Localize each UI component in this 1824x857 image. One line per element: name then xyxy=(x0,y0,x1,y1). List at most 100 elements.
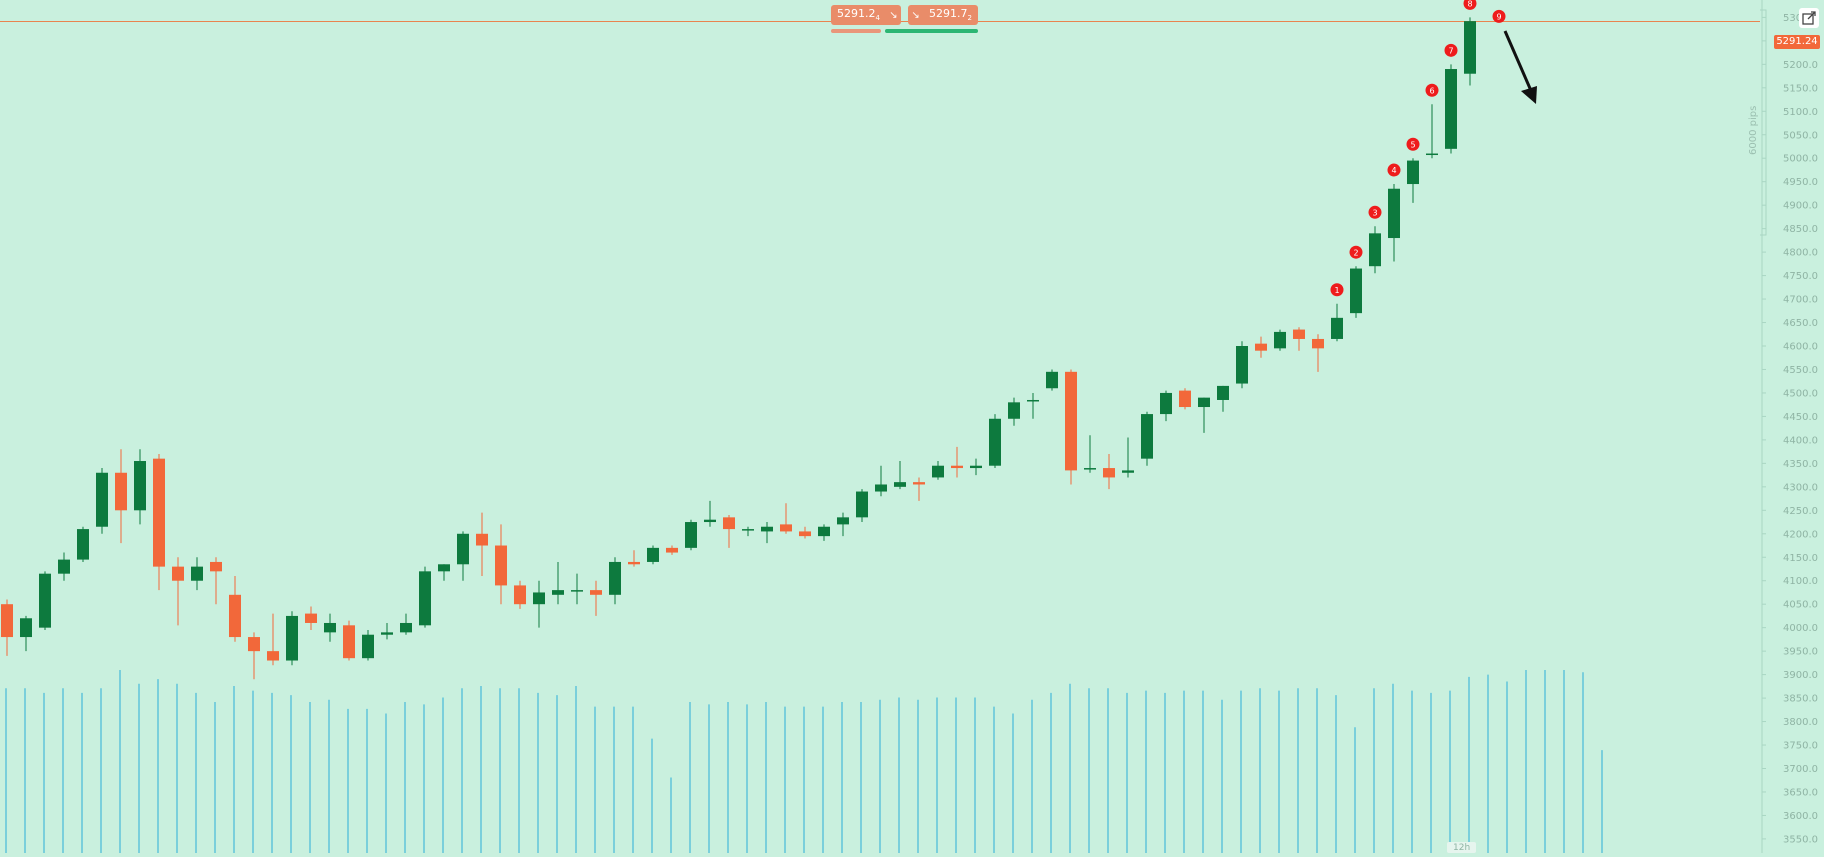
candle-body xyxy=(419,571,431,626)
candle-body xyxy=(77,529,89,560)
candle-body xyxy=(875,484,887,492)
candle-body xyxy=(704,519,716,523)
count-marker xyxy=(1349,245,1363,259)
candle-body xyxy=(1,604,13,638)
candle-body xyxy=(153,458,165,567)
buy-spread-bar xyxy=(885,29,978,33)
price-axis-label: 3550.0 xyxy=(1783,834,1818,845)
candle-body xyxy=(172,566,184,581)
candle-body xyxy=(951,465,963,469)
price-axis-label: 5100.0 xyxy=(1783,107,1818,118)
candle-body xyxy=(1350,268,1362,314)
count-marker xyxy=(1406,137,1420,151)
candle-body xyxy=(913,482,925,485)
buy-button[interactable]: ↘ 5291.72 xyxy=(908,5,978,25)
candle-body xyxy=(514,585,526,605)
expand-glyph xyxy=(1802,11,1816,25)
candle-body xyxy=(666,547,678,553)
candle-body xyxy=(1179,390,1191,408)
candle-body xyxy=(248,637,260,652)
expand-icon[interactable] xyxy=(1799,8,1819,28)
candle-body xyxy=(1274,331,1286,349)
price-axis-label: 5200.0 xyxy=(1783,60,1818,71)
candle-body xyxy=(818,526,830,537)
candle-body xyxy=(115,472,127,511)
price-axis-label: 5150.0 xyxy=(1783,83,1818,94)
candle-body xyxy=(970,465,982,469)
candle-body xyxy=(590,590,602,595)
count-marker xyxy=(1330,283,1344,297)
candle-body xyxy=(837,517,849,525)
candle-body xyxy=(1331,317,1343,339)
candle-body xyxy=(438,564,450,572)
candle-body xyxy=(400,622,412,633)
sell-button[interactable]: 5291.24 ↘ xyxy=(831,5,901,25)
candle-body xyxy=(20,618,32,638)
candle-body xyxy=(1141,414,1153,459)
candle-body xyxy=(894,482,906,487)
candle-body xyxy=(932,465,944,478)
sell-price-main: 5291.2 xyxy=(837,7,876,21)
candle-body xyxy=(210,561,222,572)
candle-body xyxy=(685,522,697,548)
candle-body xyxy=(723,517,735,530)
candle-body xyxy=(1122,470,1134,473)
candle-body xyxy=(1464,21,1476,74)
candle-body xyxy=(96,472,108,527)
price-axis-label: 4400.0 xyxy=(1783,435,1818,446)
price-axis-label: 4600.0 xyxy=(1783,342,1818,353)
count-marker-label: 6 xyxy=(1429,86,1434,95)
count-marker-label: 7 xyxy=(1448,47,1453,56)
price-axis-label: 4200.0 xyxy=(1783,529,1818,540)
candle-body xyxy=(1027,399,1039,402)
candle-body xyxy=(134,461,146,511)
count-marker xyxy=(1492,9,1506,23)
buy-price: 5291.72 xyxy=(923,7,978,22)
price-axis-label: 4350.0 xyxy=(1783,459,1818,470)
sell-price-fraction: 4 xyxy=(875,14,880,23)
candle-body xyxy=(191,566,203,581)
count-marker xyxy=(1425,83,1439,97)
candle-body xyxy=(628,561,640,565)
candle-body xyxy=(989,418,1001,466)
candle-layer xyxy=(1,17,1476,680)
candle-body xyxy=(1407,160,1419,185)
price-axis-label: 5050.0 xyxy=(1783,130,1818,141)
candle-body xyxy=(780,524,792,532)
candle-body xyxy=(1103,468,1115,478)
sell-spread-bar xyxy=(831,29,881,33)
price-axis-label: 4500.0 xyxy=(1783,388,1818,399)
candle-body xyxy=(1255,343,1267,351)
price-axis-label: 5000.0 xyxy=(1783,154,1818,165)
candle-body xyxy=(856,491,868,518)
price-axis-label: 4550.0 xyxy=(1783,365,1818,376)
price-axis-label: 3650.0 xyxy=(1783,787,1818,798)
candle-body xyxy=(381,632,393,635)
marker-layer: 1 2 3 4 5 6 7 8 9 xyxy=(1330,0,1506,297)
candle-body xyxy=(343,625,355,659)
price-axis-label: 4000.0 xyxy=(1783,623,1818,634)
current-price-label: 5291.24 xyxy=(1774,35,1820,49)
count-marker xyxy=(1387,163,1401,177)
price-axis: 3550.0 3600.0 3650.0 3700.0 3750.0 3800.0 3850… xyxy=(1760,0,1818,853)
candle-body xyxy=(286,615,298,661)
candle-body xyxy=(1065,371,1077,471)
price-axis-label: 4100.0 xyxy=(1783,576,1818,587)
candle-body xyxy=(39,573,51,628)
price-axis-label: 4450.0 xyxy=(1783,412,1818,423)
count-marker-label: 5 xyxy=(1410,140,1415,149)
sell-arrow-icon: ↘ xyxy=(889,9,898,21)
candle-body xyxy=(495,545,507,586)
candle-body xyxy=(761,526,773,532)
buy-price-fraction: 2 xyxy=(967,14,972,23)
candle-body xyxy=(267,651,279,661)
count-marker-label: 1 xyxy=(1334,286,1339,295)
price-axis-label: 4800.0 xyxy=(1783,248,1818,259)
price-axis-label: 3850.0 xyxy=(1783,694,1818,705)
sell-price: 5291.24 xyxy=(831,7,886,22)
candle-timer-label: 12h xyxy=(1447,842,1477,853)
count-marker xyxy=(1368,205,1382,219)
candle-body xyxy=(571,590,583,592)
